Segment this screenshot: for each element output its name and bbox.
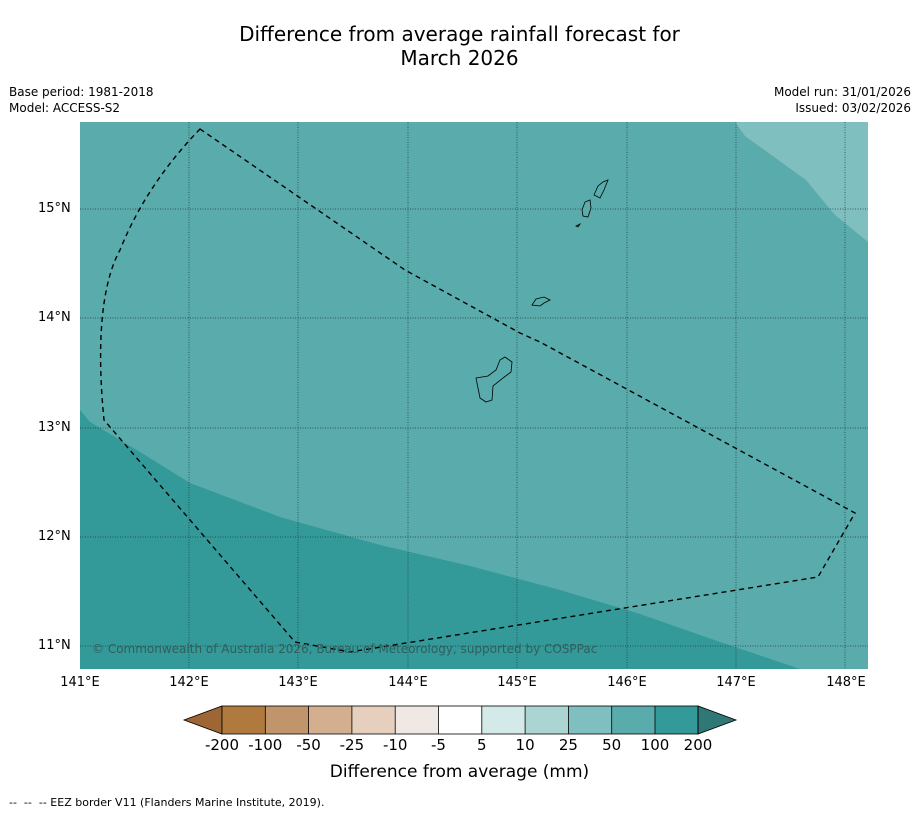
colorbar-label: Difference from average (mm) [329,762,590,782]
rain-band-25-50 [735,122,868,242]
title-line-2: March 2026 [400,46,519,70]
colorbar-bin [525,706,569,734]
colorbar-bin [568,706,612,734]
eez-border [99,128,856,653]
lon-label: 141°E [60,675,100,690]
colorbar-bin [265,706,309,734]
lon-label: 147°E [716,675,756,690]
colorbar-bin [438,706,482,734]
islands [475,179,609,403]
lon-label: 142°E [169,675,209,690]
map-title: Difference from average rainfall forecas… [0,22,919,70]
colorbar [182,705,738,735]
model-name: Model: ACCESS-S2 [9,101,121,115]
rain-band-100-200 [80,410,800,669]
colorbar-bin [655,706,698,734]
colorbar-tick: 50 [602,736,622,754]
lon-label: 145°E [497,675,537,690]
lon-label: 144°E [388,675,428,690]
colorbar-tick: -200 [204,736,240,754]
colorbar-high-extend [697,705,738,735]
colorbar-bin [308,706,352,734]
eez-legend-note: -- -- -- EEZ border V11 (Flanders Marine… [9,796,325,809]
colorbar-bin [222,706,266,734]
meta-left: Base period: 1981-2018 Model: ACCESS-S2 [9,84,154,116]
graticule [80,122,868,669]
colorbar-tick: 100 [640,736,670,754]
colorbar-tick: -5 [431,736,446,754]
colorbar-tick: -50 [296,736,321,754]
copyright-notice: © Commonwealth of Australia 2026, Bureau… [92,642,598,656]
aguijan-island [575,222,582,228]
lat-label: 14°N [38,310,71,325]
colorbar-tick: -100 [248,736,283,754]
lon-label: 143°E [278,675,318,690]
colorbar-bin [481,706,526,734]
colorbar-tick: 10 [515,736,535,754]
issued-date: Issued: 03/02/2026 [795,101,911,115]
lat-label: 15°N [38,201,71,216]
title-line-1: Difference from average rainfall forecas… [239,22,680,46]
lat-label: 11°N [38,638,71,653]
guam-island [475,356,513,403]
saipan-island [593,179,609,199]
lat-label: 13°N [38,420,71,435]
base-period: Base period: 1981-2018 [9,85,154,99]
colorbar-bin [611,706,655,734]
colorbar-tick: 200 [683,736,713,754]
colorbar-bin [351,706,396,734]
rota-island [531,296,551,307]
lat-label: 12°N [38,529,71,544]
colorbar-bin [395,706,439,734]
lon-label: 148°E [826,675,866,690]
colorbar-tick: -10 [382,736,408,754]
lon-label: 146°E [607,675,647,690]
colorbar-tick: -25 [339,736,365,754]
colorbar-tick: 25 [558,736,578,754]
tinian-island [581,199,592,218]
model-run: Model run: 31/01/2026 [773,85,911,99]
colorbar-tick: 5 [477,736,487,754]
meta-right: Model run: 31/01/2026 Issued: 03/02/2026 [774,84,911,116]
map-area [80,122,868,669]
colorbar-low-extend [182,705,223,735]
